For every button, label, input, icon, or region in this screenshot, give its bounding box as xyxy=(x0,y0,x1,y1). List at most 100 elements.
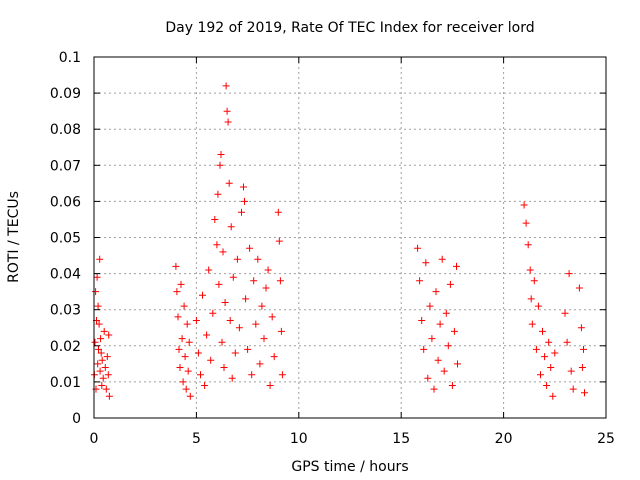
data-point xyxy=(179,378,187,386)
data-point xyxy=(194,349,202,357)
data-point xyxy=(224,118,232,126)
y-tick-label: 0.03 xyxy=(50,303,81,319)
data-point xyxy=(226,317,234,324)
data-point xyxy=(96,367,104,375)
data-point xyxy=(436,320,444,328)
data-point xyxy=(201,382,209,389)
data-point xyxy=(214,190,222,198)
data-point xyxy=(524,241,532,249)
data-point xyxy=(221,299,229,306)
data-point xyxy=(569,385,577,393)
data-point xyxy=(276,277,284,285)
y-tick-label: 0.08 xyxy=(50,122,81,138)
chart-title: Day 192 of 2019, Rate Of TEC Index for r… xyxy=(165,20,534,36)
data-point xyxy=(219,248,227,256)
data-point xyxy=(565,270,573,278)
data-point xyxy=(183,320,191,328)
data-point xyxy=(578,364,586,371)
y-tick-label: 0.06 xyxy=(50,194,81,210)
data-point xyxy=(526,266,534,274)
data-point xyxy=(172,262,180,270)
data-point xyxy=(422,259,430,267)
y-tick-label: 0.01 xyxy=(50,375,81,391)
data-point xyxy=(278,371,286,379)
data-point xyxy=(450,327,458,335)
data-point xyxy=(530,277,538,285)
data-point xyxy=(97,335,105,343)
data-point xyxy=(438,255,446,263)
data-point xyxy=(203,331,211,339)
data-point xyxy=(225,179,233,187)
data-point xyxy=(561,309,569,317)
data-point xyxy=(96,255,104,263)
x-tick-label: 0 xyxy=(90,431,99,447)
data-point xyxy=(575,284,583,292)
data-point xyxy=(217,151,225,158)
data-point xyxy=(223,107,231,115)
data-point xyxy=(527,295,535,303)
data-point xyxy=(211,216,219,223)
x-tick-label: 25 xyxy=(597,431,615,447)
data-point xyxy=(277,327,285,335)
data-point xyxy=(197,371,204,379)
data-point xyxy=(442,309,450,317)
data-point xyxy=(567,367,575,375)
data-point xyxy=(260,335,268,343)
data-point xyxy=(541,353,549,361)
data-point xyxy=(414,244,422,252)
y-tick-label: 0.05 xyxy=(50,231,81,247)
data-point xyxy=(528,320,536,328)
y-tick-label: 0.09 xyxy=(50,86,81,102)
data-point xyxy=(580,345,587,353)
data-point xyxy=(246,244,254,252)
data-point xyxy=(420,345,428,353)
y-tick-label: 0.04 xyxy=(50,267,81,283)
y-tick-label: 0.02 xyxy=(50,339,81,355)
data-point xyxy=(216,161,224,169)
data-points xyxy=(90,82,588,400)
data-point xyxy=(184,367,192,375)
data-point xyxy=(545,338,553,346)
data-point xyxy=(248,371,256,379)
data-point xyxy=(252,320,260,328)
data-point xyxy=(227,223,235,231)
data-point xyxy=(220,364,228,371)
data-point xyxy=(266,382,274,389)
data-point xyxy=(235,324,243,332)
data-point xyxy=(228,374,236,382)
data-point xyxy=(416,277,424,285)
data-point xyxy=(94,360,102,368)
data-point xyxy=(233,255,241,263)
data-point xyxy=(103,353,111,361)
data-point xyxy=(432,288,440,296)
data-point xyxy=(105,392,113,400)
axis-ticks: 0 0.01 0.02 0.03 0.04 0.05 0.06 0.07 0.08 0.09 0.1… xyxy=(50,50,615,447)
data-point xyxy=(100,327,108,335)
data-point xyxy=(537,371,544,379)
y-tick-label: 0.07 xyxy=(50,158,81,174)
data-point xyxy=(229,273,237,281)
data-point xyxy=(258,302,266,310)
data-point xyxy=(454,360,461,368)
data-point xyxy=(424,374,432,382)
data-point xyxy=(215,280,223,288)
data-point xyxy=(444,342,452,350)
data-point xyxy=(174,313,182,321)
x-axis-title: GPS time / hours xyxy=(291,459,408,475)
data-point xyxy=(275,237,283,245)
data-point xyxy=(92,288,100,296)
data-point xyxy=(207,356,215,364)
data-point xyxy=(102,385,110,393)
data-point xyxy=(205,266,213,274)
data-point xyxy=(95,345,102,353)
data-point xyxy=(98,356,106,364)
data-point xyxy=(522,219,530,227)
data-point xyxy=(218,338,226,346)
data-point xyxy=(99,374,107,382)
x-tick-label: 5 xyxy=(192,431,201,447)
data-point xyxy=(549,392,557,400)
data-point xyxy=(448,382,456,389)
data-point xyxy=(175,345,183,353)
data-point xyxy=(222,82,230,90)
data-point xyxy=(185,338,193,346)
